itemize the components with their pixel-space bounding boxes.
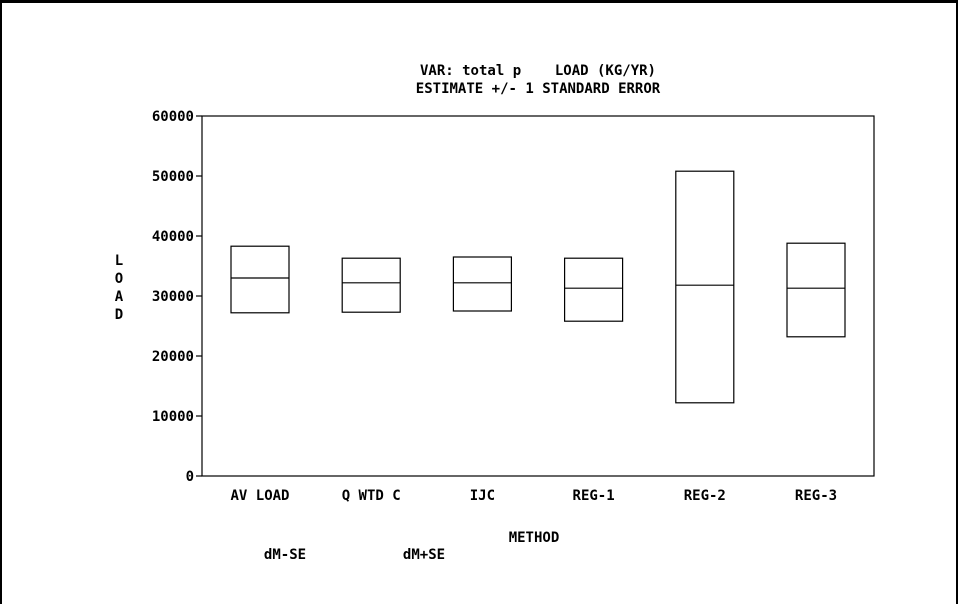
y-label-letter: L bbox=[115, 253, 123, 269]
se-box bbox=[676, 171, 734, 403]
x-tick-label: AV LOAD bbox=[230, 488, 289, 504]
se-box bbox=[787, 243, 845, 337]
chart-title-line2: ESTIMATE +/- 1 STANDARD ERROR bbox=[416, 81, 661, 97]
y-tick-label: 0 bbox=[186, 469, 194, 485]
x-tick-label: IJC bbox=[470, 488, 495, 504]
se-box bbox=[231, 246, 289, 313]
y-label-letter: A bbox=[115, 289, 124, 305]
x-tick-label: REG-3 bbox=[795, 488, 837, 504]
y-axis: 0 10000 20000 30000 40000 50000 60000 bbox=[152, 109, 202, 485]
x-axis: AV LOAD Q WTD C IJC REG-1 REG-2 REG-3 bbox=[230, 488, 837, 504]
se-box bbox=[565, 258, 623, 321]
y-tick-label: 30000 bbox=[152, 289, 194, 305]
y-label-letter: O bbox=[115, 271, 123, 287]
y-tick-label: 10000 bbox=[152, 409, 194, 425]
y-tick-label: 40000 bbox=[152, 229, 194, 245]
x-axis-label: METHOD bbox=[509, 530, 560, 546]
x-tick-label: REG-2 bbox=[684, 488, 726, 504]
legend-item-minus-se: dM-SE bbox=[264, 547, 306, 563]
se-box bbox=[453, 257, 511, 311]
plot-area bbox=[202, 116, 874, 476]
y-label-letter: D bbox=[115, 307, 123, 323]
y-tick-label: 60000 bbox=[152, 109, 194, 125]
boxes bbox=[231, 171, 845, 403]
y-tick-label: 20000 bbox=[152, 349, 194, 365]
y-axis-label: LOAD bbox=[115, 253, 124, 323]
chart-title-line1: VAR: total p LOAD (KG/YR) bbox=[420, 63, 656, 79]
x-tick-label: Q WTD C bbox=[342, 488, 401, 504]
se-box bbox=[342, 258, 400, 312]
y-tick-label: 50000 bbox=[152, 169, 194, 185]
legend-item-plus-se: dM+SE bbox=[403, 547, 445, 563]
x-tick-label: REG-1 bbox=[573, 488, 615, 504]
